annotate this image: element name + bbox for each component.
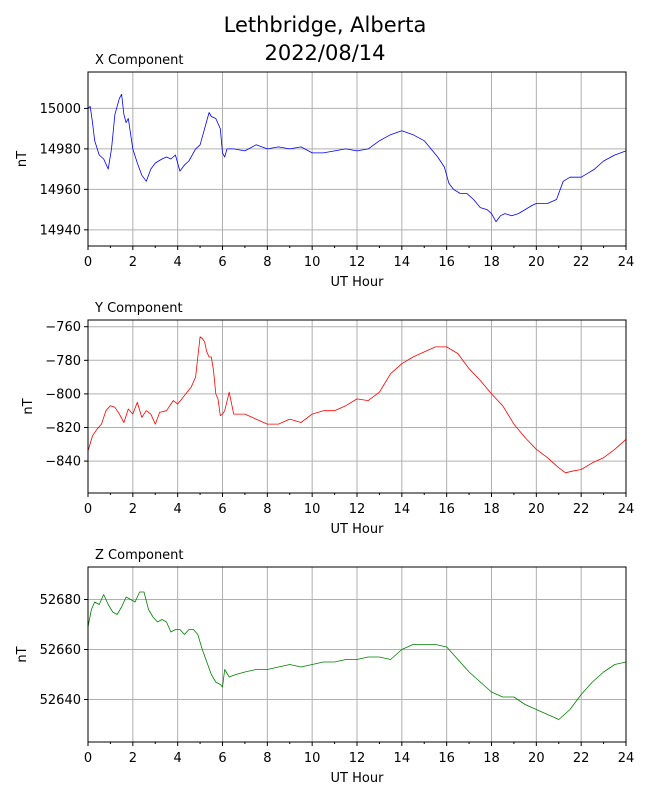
x-tick-label: 22 xyxy=(573,751,590,766)
y-tick-label: 15000 xyxy=(40,102,81,117)
x-component-series-line xyxy=(87,93,627,223)
x-tick-label: 22 xyxy=(573,502,590,517)
x-tick-label: 14 xyxy=(394,502,411,517)
x-tick-label: 8 xyxy=(263,751,271,766)
y-axis-label: nT xyxy=(15,151,30,167)
x-tick-label: 22 xyxy=(573,255,590,270)
x-tick-label: 16 xyxy=(438,255,455,270)
y-tick-label: 52640 xyxy=(40,693,81,708)
x-tick-label: 2 xyxy=(129,751,137,766)
x-tick-label: 18 xyxy=(483,502,500,517)
x-tick-label: 14 xyxy=(394,751,411,766)
y-tick-label: −760 xyxy=(45,320,81,335)
x-tick-label: 2 xyxy=(129,502,137,517)
x-tick-label: 12 xyxy=(349,751,366,766)
x-tick-label: 6 xyxy=(218,255,226,270)
x-tick-label: 24 xyxy=(618,502,635,517)
x-axis-label: UT Hour xyxy=(331,771,385,786)
x-tick-label: 14 xyxy=(394,255,411,270)
z-component-series-line xyxy=(87,591,627,720)
x-axis-label: UT Hour xyxy=(331,522,385,537)
y-axis-label: nT xyxy=(15,646,30,662)
y-tick-label: 14960 xyxy=(40,183,81,198)
panel-title: Y Component xyxy=(94,301,183,316)
x-tick-label: 0 xyxy=(84,502,92,517)
x-tick-label: 6 xyxy=(218,751,226,766)
y-tick-label: −840 xyxy=(45,455,81,470)
x-tick-label: 20 xyxy=(528,751,545,766)
x-tick-label: 16 xyxy=(438,751,455,766)
x-tick-label: 0 xyxy=(84,751,92,766)
x-tick-label: 12 xyxy=(349,255,366,270)
x-tick-label: 8 xyxy=(263,502,271,517)
x-tick-label: 6 xyxy=(218,502,226,517)
y-tick-label: 52680 xyxy=(40,593,81,608)
y-component-series-line xyxy=(87,336,627,474)
y-tick-label: 14980 xyxy=(40,142,81,157)
x-tick-label: 24 xyxy=(618,255,635,270)
x-tick-label: 10 xyxy=(304,502,321,517)
x-tick-label: 12 xyxy=(349,502,366,517)
x-tick-label: 4 xyxy=(174,751,182,766)
y-tick-label: −800 xyxy=(45,387,81,402)
figure-title-location: Lethbridge, Alberta xyxy=(223,13,427,37)
x-tick-label: 4 xyxy=(174,255,182,270)
x-tick-label: 16 xyxy=(438,502,455,517)
y-tick-label: −780 xyxy=(45,354,81,369)
panel-title: X Component xyxy=(95,53,184,68)
y-component-chart: 0 2 4 6 8 10 12 14 16 18 20 22 24−760−780−800−820−84… xyxy=(21,301,634,537)
x-tick-label: 18 xyxy=(483,751,500,766)
x-component-chart: 0 2 4 6 8 10 12 14 16 18 20 22 241494014960149801500… xyxy=(15,53,634,290)
x-axis-label: UT Hour xyxy=(331,275,385,290)
x-tick-label: 0 xyxy=(84,255,92,270)
x-tick-label: 2 xyxy=(129,255,137,270)
x-tick-label: 24 xyxy=(618,751,635,766)
x-tick-label: 20 xyxy=(528,255,545,270)
x-tick-label: 20 xyxy=(528,502,545,517)
x-tick-label: 8 xyxy=(263,255,271,270)
x-tick-label: 10 xyxy=(304,751,321,766)
x-tick-label: 10 xyxy=(304,255,321,270)
x-tick-label: 18 xyxy=(483,255,500,270)
y-axis-label: nT xyxy=(21,398,36,414)
panel-title: Z Component xyxy=(95,548,184,563)
figure-title-date: 2022/08/14 xyxy=(264,41,386,65)
y-tick-label: 52660 xyxy=(40,643,81,658)
x-tick-label: 4 xyxy=(174,502,182,517)
chart-panels: 0 2 4 6 8 10 12 14 16 18 20 22 241494014960149801500… xyxy=(15,53,634,786)
y-tick-label: 14940 xyxy=(40,223,81,238)
y-tick-label: −820 xyxy=(45,421,81,436)
